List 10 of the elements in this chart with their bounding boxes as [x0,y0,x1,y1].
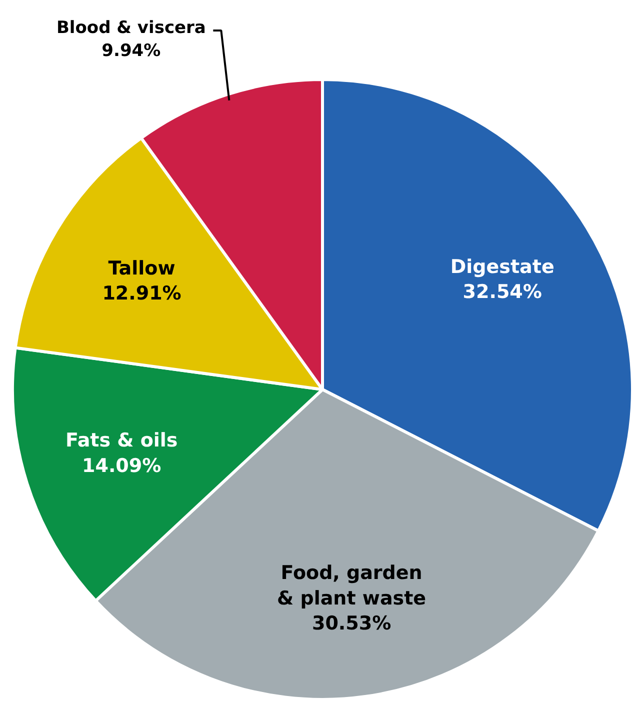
data-label: 32.54% [462,281,542,304]
data-label: 30.53% [312,612,392,635]
slice-label: Food, garden & plant waste [277,562,426,610]
slice-label: Fats & oils [65,430,178,452]
data-label: 9.94% [102,41,161,61]
data-label: 14.09% [82,454,162,477]
slice-label: Tallow [108,257,176,280]
data-label: 12.91% [102,282,182,305]
slice-label: Blood & viscera [56,18,206,38]
slice-label: Digestate [450,256,554,278]
